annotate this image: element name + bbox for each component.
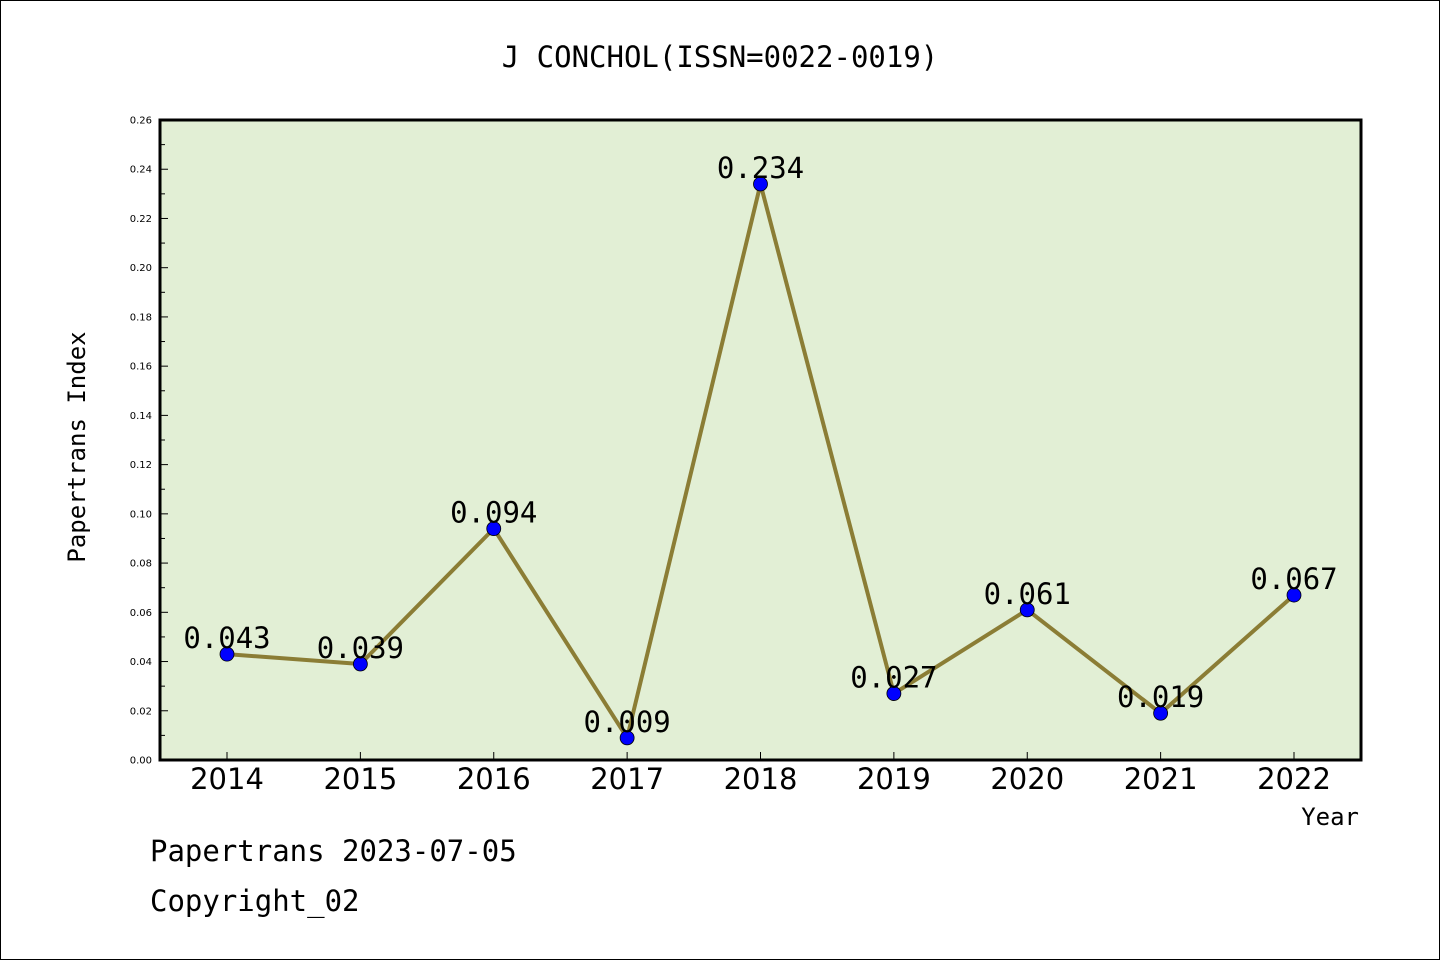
chart-title: J CONCHOL(ISSN=0022-0019) (502, 40, 939, 74)
footer-copyright: Copyright_02 (150, 884, 360, 918)
y-tick-label: 0.24 (130, 165, 152, 176)
data-point (486, 521, 502, 537)
data-label: 0.043 (183, 621, 270, 655)
y-tick-label: 0.14 (130, 411, 152, 422)
y-tick-label: 0.26 (130, 116, 152, 127)
y-tick-label: 0.06 (130, 608, 152, 619)
y-axis: 0.00 0.02 0.04 0.06 0.08 0.10 0.12 0.14 0.16 0.18… (130, 116, 168, 767)
y-axis-title: Papertrans Index (63, 331, 91, 562)
y-tick-label: 0.08 (130, 559, 152, 570)
data-point (352, 656, 368, 672)
y-tick-label: 0.04 (130, 657, 152, 668)
x-tick-label: 2017 (590, 762, 664, 796)
x-tick-label: 2016 (457, 762, 531, 796)
x-tick-label: 2014 (190, 762, 264, 796)
data-label: 0.027 (850, 661, 937, 695)
y-tick-label: 0.20 (130, 263, 152, 274)
data-point (219, 646, 235, 662)
data-label: 0.019 (1117, 680, 1204, 714)
data-point (619, 730, 635, 746)
data-point (1153, 705, 1169, 721)
data-point (1019, 602, 1035, 618)
x-tick-label: 2018 (724, 762, 798, 796)
x-axis: 2014 2015 2016 2017 2018 2019 2020 2021 2022 (190, 752, 1331, 796)
y-tick-label: 0.18 (130, 312, 152, 323)
series-layer: 0.043 0.039 0.094 0.009 0.234 0.027 0.061 0.019… (183, 151, 1338, 746)
data-point (1286, 587, 1302, 603)
data-point (886, 686, 902, 701)
y-tick-label: 0.10 (130, 509, 152, 520)
data-label: 0.094 (450, 496, 537, 530)
data-label: 0.009 (583, 705, 670, 739)
y-tick-label: 0.00 (130, 756, 152, 767)
x-axis-title: Year (1301, 803, 1359, 831)
data-point (753, 176, 768, 192)
x-tick-label: 2020 (990, 762, 1064, 796)
data-label: 0.061 (984, 577, 1071, 611)
data-label: 0.039 (317, 631, 404, 665)
plot-area (160, 120, 1361, 760)
x-tick-label: 2019 (857, 762, 931, 796)
x-tick-label: 2022 (1257, 762, 1331, 796)
footer-date: Papertrans 2023-07-05 (150, 834, 517, 868)
plot-border (158, 118, 1363, 762)
y-tick-label: 0.12 (130, 460, 152, 471)
x-tick-label: 2021 (1124, 762, 1198, 796)
x-tick-label: 2015 (323, 762, 397, 796)
y-tick-label: 0.16 (130, 362, 152, 373)
data-label: 0.067 (1250, 562, 1337, 596)
y-tick-label: 0.22 (130, 214, 152, 225)
y-tick-label: 0.02 (130, 706, 152, 717)
data-label: 0.234 (717, 151, 804, 185)
